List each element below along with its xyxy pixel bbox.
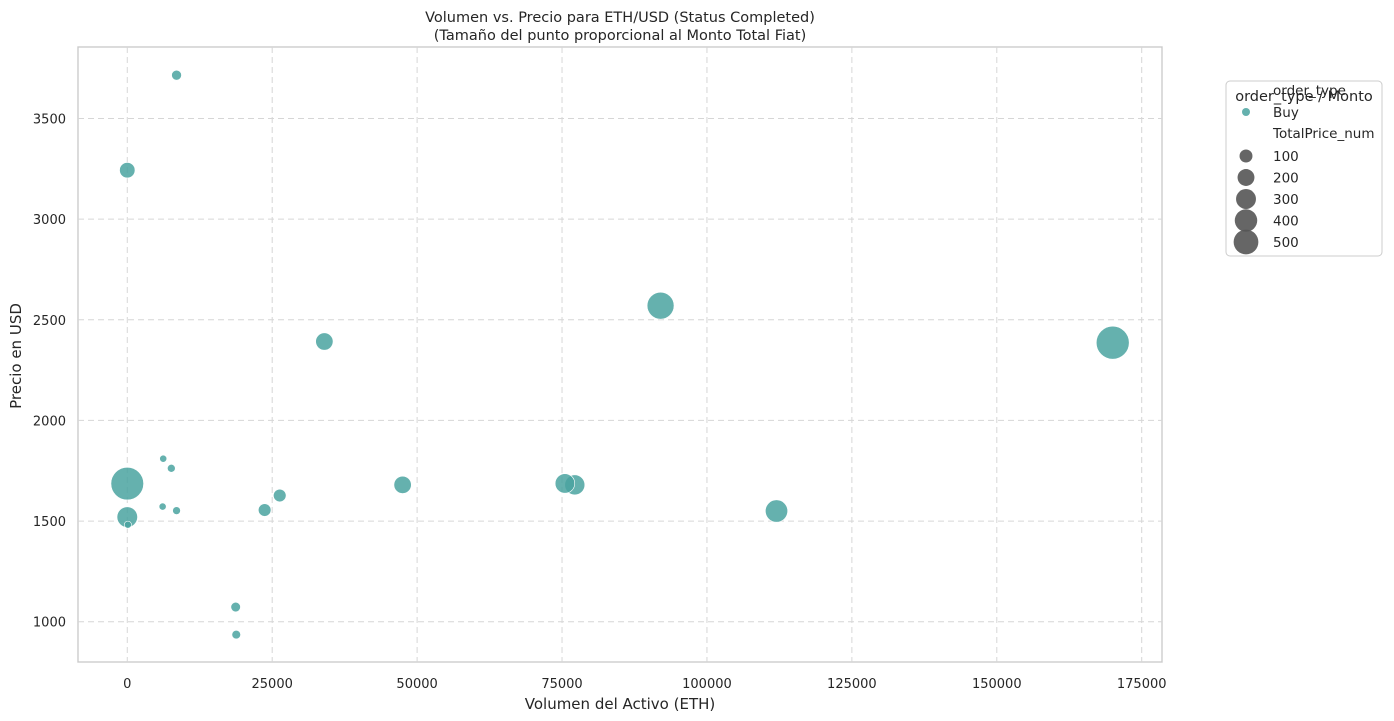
data-point: [123, 520, 132, 529]
y-tick-label: 1000: [33, 616, 66, 631]
data-point: [646, 291, 675, 320]
y-tick-label: 3500: [33, 112, 66, 127]
x-tick-label: 100000: [682, 677, 732, 692]
data-point: [315, 332, 334, 351]
data-point: [393, 475, 412, 494]
data-point: [119, 162, 136, 179]
data-point: [167, 464, 176, 473]
y-tick-label: 1500: [33, 515, 66, 530]
data-point: [230, 601, 241, 613]
legend-hue-header: order_type: [1273, 83, 1346, 99]
legend-size-marker: [1233, 229, 1259, 255]
data-point: [231, 629, 241, 640]
x-tick-label: 125000: [827, 677, 877, 692]
data-point: [159, 454, 168, 463]
legend-size-label: 500: [1273, 235, 1299, 251]
x-tick-label: 0: [123, 677, 131, 692]
data-points: [110, 69, 1130, 640]
legend-buy-marker: [1242, 108, 1250, 116]
chart-title-line2: (Tamaño del punto proporcional al Monto …: [434, 28, 807, 44]
x-axis-label: Volumen del Activo (ETH): [525, 695, 716, 713]
legend-size-label: 100: [1273, 149, 1299, 165]
legend-size-marker: [1234, 209, 1258, 232]
x-tick-label: 150000: [972, 677, 1022, 692]
y-tick-label: 2000: [33, 414, 66, 429]
y-tick-label: 2500: [33, 314, 66, 329]
legend-size-marker: [1236, 189, 1256, 209]
x-tick-label: 175000: [1117, 677, 1167, 692]
plot-area: [77, 46, 1163, 663]
data-point: [273, 488, 287, 503]
axis-ticks: 0 25000 50000 75000 100000 125000 150000 175000…: [33, 112, 1167, 692]
legend-size-header: TotalPrice_num: [1272, 126, 1374, 142]
data-point: [1095, 325, 1130, 360]
y-tick-label: 3000: [33, 213, 66, 228]
data-point: [554, 473, 576, 494]
legend-size-items: 100 200 300 400 500: [1233, 149, 1299, 255]
data-point: [257, 503, 272, 517]
y-axis-label: Precio en USD: [7, 303, 25, 409]
x-tick-label: 75000: [541, 677, 582, 692]
legend-size-marker: [1239, 149, 1253, 163]
legend-buy-label: Buy: [1273, 105, 1299, 121]
legend-size-label: 300: [1273, 192, 1299, 208]
data-point: [765, 499, 788, 523]
legend-frame: [1225, 80, 1383, 257]
legend-size-marker: [1237, 169, 1255, 186]
x-tick-label: 25000: [252, 677, 293, 692]
grid-lines: [78, 47, 1162, 662]
data-point: [158, 502, 167, 511]
data-point: [110, 467, 144, 501]
legend: order_type / Monto order_type Buy TotalP…: [1225, 80, 1383, 257]
data-point: [172, 506, 181, 515]
plot-frame: [77, 46, 1163, 663]
legend-title: order_type / Monto: [1235, 89, 1373, 105]
legend-size-label: 200: [1273, 171, 1299, 187]
chart-title-line1: Volumen vs. Precio para ETH/USD (Status …: [425, 10, 815, 26]
data-point: [171, 69, 182, 81]
legend-size-label: 400: [1273, 214, 1299, 230]
x-tick-label: 50000: [396, 677, 437, 692]
